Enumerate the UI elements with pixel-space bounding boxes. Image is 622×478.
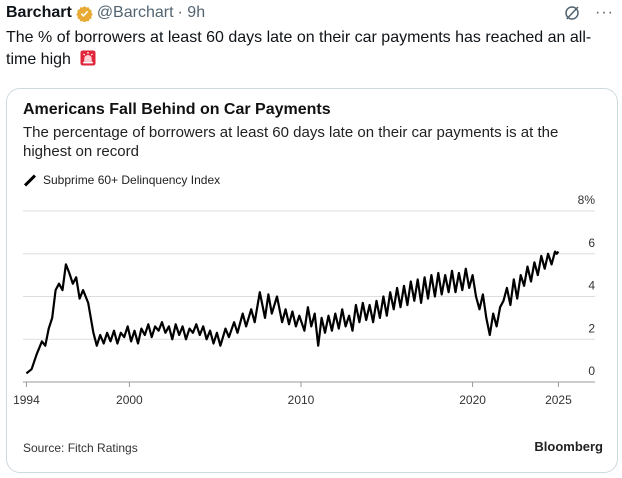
- x-tick-label: 2020: [459, 393, 486, 407]
- chart-card[interactable]: Americans Fall Behind on Car Payments Th…: [6, 88, 618, 473]
- post-header: Barchart @Barchart · 9h ···: [6, 2, 614, 24]
- author-name[interactable]: Barchart: [6, 4, 72, 21]
- header-actions: ···: [563, 4, 614, 22]
- legend-label: Subprime 60+ Delinquency Index: [43, 173, 221, 187]
- chart-legend: Subprime 60+ Delinquency Index: [23, 173, 220, 187]
- y-tick-label: 6: [588, 236, 595, 250]
- y-tick-label: 8%: [578, 193, 596, 207]
- y-tick-label: 2: [588, 321, 595, 335]
- chart-title: Americans Fall Behind on Car Payments: [23, 101, 331, 118]
- post-time[interactable]: · 9h: [177, 4, 206, 21]
- grok-icon[interactable]: [563, 4, 581, 22]
- x-tick-label: 2010: [288, 393, 315, 407]
- x-tick-label: 1994: [13, 393, 40, 407]
- siren-emoji-icon: [79, 49, 97, 67]
- x-tick-label: 2000: [116, 393, 143, 407]
- post-text-body: The % of borrowers at least 60 days late…: [6, 29, 592, 68]
- y-tick-label: 4: [588, 279, 595, 293]
- y-tick-label: 0: [588, 364, 595, 378]
- legend-line-icon: [23, 173, 37, 187]
- chart-subtitle: The percentage of borrowers at least 60 …: [23, 124, 559, 160]
- x-tick-label: 2025: [545, 393, 572, 407]
- author-handle[interactable]: @Barchart: [96, 4, 174, 21]
- post-text: The % of borrowers at least 60 days late…: [6, 27, 616, 71]
- bloomberg-logo: Bloomberg: [534, 439, 603, 454]
- chart-source: Source: Fitch Ratings: [23, 441, 138, 455]
- delinquency-chart: 0 2 4 6 8% 1994 2000 2010 2020 2025: [13, 193, 596, 407]
- more-icon[interactable]: ···: [595, 4, 614, 21]
- verified-badge-icon: [76, 5, 93, 22]
- series-line: [25, 250, 560, 375]
